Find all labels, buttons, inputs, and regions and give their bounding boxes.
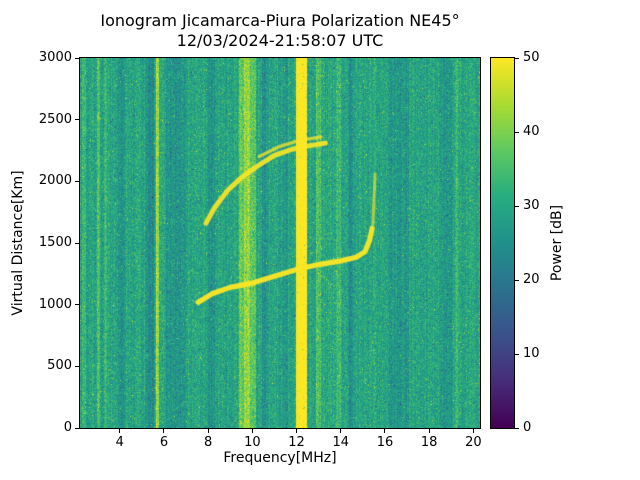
x-tick-label: 14 (332, 435, 350, 450)
y-tick-label: 2500 (38, 111, 72, 127)
colorbar-tick-label: 30 (523, 198, 540, 213)
colorbar-label: Power [dB] (549, 204, 565, 282)
x-tick-mark (207, 429, 209, 433)
x-tick-mark (163, 429, 165, 433)
y-tick-mark (75, 304, 79, 306)
colorbar-frame (490, 57, 515, 429)
chart-subtitle: 12/03/2024-21:58:07 UTC (176, 31, 384, 50)
x-tick-mark (251, 429, 253, 433)
colorbar-gradient (491, 58, 514, 428)
x-tick-label: 18 (420, 435, 438, 450)
x-tick-label: 12 (288, 435, 305, 450)
x-tick-label: 4 (115, 435, 124, 450)
colorbar-tick-label: 0 (523, 420, 532, 435)
colorbar-tick-mark (515, 205, 519, 207)
x-tick-label: 6 (159, 435, 169, 450)
x-tick-mark (428, 429, 430, 433)
x-tick-mark (384, 429, 386, 433)
y-tick-label: 2000 (38, 173, 72, 189)
chart-title: Ionogram Jicamarca-Piura Polarization NE… (100, 11, 460, 30)
colorbar-tick-mark (515, 57, 519, 59)
y-tick-mark (75, 180, 79, 182)
y-tick-mark (75, 427, 79, 429)
x-tick-mark (340, 429, 342, 433)
ionogram-heatmap (80, 58, 480, 428)
x-tick-label: 16 (376, 435, 394, 450)
x-tick-mark (472, 429, 474, 433)
x-tick-mark (296, 429, 298, 433)
y-tick-label: 0 (63, 420, 72, 435)
x-tick-label: 10 (244, 435, 261, 450)
y-tick-label: 1500 (38, 235, 72, 250)
plot-frame (79, 57, 481, 429)
colorbar-tick-label: 10 (523, 346, 540, 361)
y-axis-label: Virtual Distance[Km] (10, 170, 26, 316)
y-tick-label: 500 (47, 358, 72, 374)
colorbar-tick-label: 50 (523, 50, 540, 65)
y-tick-label: 3000 (38, 50, 72, 65)
x-tick-mark (119, 429, 121, 433)
colorbar-tick-label: 40 (523, 124, 540, 139)
x-tick-label: 8 (204, 435, 213, 450)
y-tick-label: 1000 (38, 296, 72, 312)
y-tick-mark (75, 119, 79, 121)
colorbar-tick-mark (515, 131, 519, 133)
y-tick-mark (75, 57, 79, 59)
x-tick-label: 20 (465, 435, 482, 450)
colorbar-tick-mark (515, 279, 519, 281)
y-tick-mark (75, 242, 79, 244)
colorbar-tick-label: 20 (523, 272, 540, 287)
x-axis-label: Frequency[MHz] (223, 450, 337, 466)
y-tick-mark (75, 365, 79, 367)
colorbar-tick-mark (515, 353, 519, 355)
colorbar-tick-mark (515, 427, 519, 429)
